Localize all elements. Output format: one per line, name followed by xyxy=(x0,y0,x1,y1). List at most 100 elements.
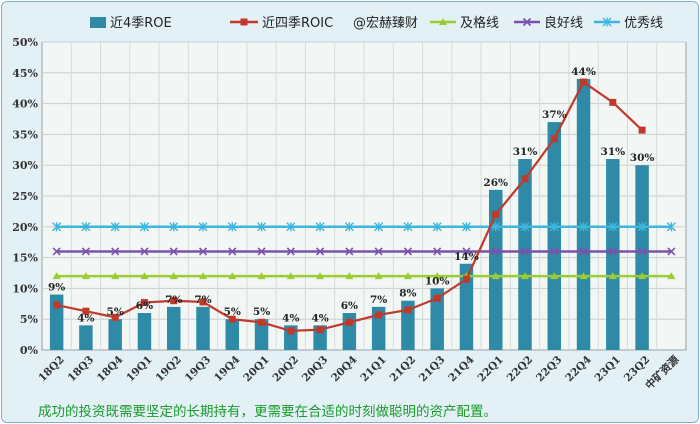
y-tick-label: 0% xyxy=(20,344,39,357)
x-tick-label: 22Q3 xyxy=(534,354,564,384)
roe-bar xyxy=(459,263,474,350)
roe-bar xyxy=(225,319,240,350)
roe-data-label: 31% xyxy=(601,146,626,158)
reference-marker xyxy=(433,247,442,256)
roe-data-label: 4% xyxy=(311,312,328,324)
x-tick-label: 20Q1 xyxy=(241,354,271,384)
roic-marker xyxy=(345,318,353,326)
roe-data-label: 9% xyxy=(48,282,65,294)
reference-marker xyxy=(169,272,178,280)
reference-marker xyxy=(403,222,413,232)
roe-bar xyxy=(547,122,562,350)
reference-marker xyxy=(81,247,90,256)
x-tick-label: 18Q4 xyxy=(95,354,125,384)
legend-watermark: @宏赫臻财 xyxy=(353,16,418,31)
x-tick-label: 21Q3 xyxy=(417,354,447,384)
reference-marker xyxy=(491,247,500,256)
y-tick-label: 35% xyxy=(12,128,38,141)
y-tick-label: 40% xyxy=(12,98,38,111)
roic-marker xyxy=(140,299,148,307)
reference-marker xyxy=(52,222,62,232)
legend-roe-label: 近4季ROE xyxy=(110,16,172,31)
roe-bar xyxy=(430,288,444,350)
reference-marker xyxy=(169,222,179,232)
x-tick-label: 20Q2 xyxy=(271,354,301,384)
roe-data-label: 6% xyxy=(136,300,153,312)
roic-marker xyxy=(316,326,324,334)
reference-marker xyxy=(374,247,383,256)
reference-marker xyxy=(667,272,676,280)
x-tick-label: 22Q1 xyxy=(475,354,505,384)
roe-data-label: 5% xyxy=(224,306,241,318)
reference-marker xyxy=(549,222,559,232)
reference-marker xyxy=(257,222,267,232)
x-tick-label: 18Q2 xyxy=(36,354,66,384)
reference-marker xyxy=(637,222,647,232)
roe-roic-chart: 近4季ROE 近四季ROIC @宏赫臻财 及格线 良好线 优秀线 0% 5% 10% 15% 20… xyxy=(12,15,687,392)
reference-marker xyxy=(667,247,676,256)
roic-marker xyxy=(462,275,470,283)
x-tick-label: 21Q1 xyxy=(358,354,388,384)
footer-note: 成功的投资既需要坚定的长期持有，更需要在合适的时刻做聪明的资产配置。 xyxy=(38,404,497,420)
reference-marker xyxy=(345,247,354,256)
x-tick-label: 23Q1 xyxy=(593,354,623,384)
reference-marker xyxy=(52,247,61,256)
reference-marker xyxy=(491,272,500,280)
reference-marker xyxy=(198,247,208,256)
reference-marker xyxy=(228,272,237,280)
roic-marker xyxy=(287,327,295,335)
reference-marker xyxy=(374,272,383,280)
reference-marker xyxy=(81,272,90,280)
x-tick-label: 19Q3 xyxy=(183,354,213,384)
roic-marker xyxy=(492,210,500,218)
reference-marker xyxy=(111,247,120,256)
x-tick-label: 22Q4 xyxy=(563,354,593,384)
reference-marker xyxy=(315,222,325,232)
x-tick-label: 21Q2 xyxy=(388,354,418,384)
roic-marker xyxy=(170,297,178,305)
roe-data-label: 30% xyxy=(630,152,655,164)
roe-data-label: 7% xyxy=(165,294,182,306)
roe-bar xyxy=(576,78,591,351)
roic-marker xyxy=(199,298,207,306)
roe-data-label: 10% xyxy=(425,275,450,287)
plot-area: 0% 5% 10% 15% 20% 25% 30% 35% 40% 45% 50% 9% 4% 5% 6% 7… xyxy=(12,36,687,392)
reference-marker xyxy=(550,272,559,280)
reference-marker xyxy=(608,247,617,256)
roic-marker xyxy=(82,307,90,315)
roe-bar xyxy=(196,306,210,350)
reference-marker xyxy=(579,222,589,232)
legend-pass-label: 及格线 xyxy=(460,15,499,31)
reference-marker xyxy=(666,222,676,232)
reference-marker xyxy=(432,222,442,232)
roic-marker xyxy=(375,311,383,319)
roe-data-label: 14% xyxy=(454,251,479,263)
legend-good-label: 良好线 xyxy=(544,15,583,31)
reference-marker xyxy=(140,272,149,280)
roe-data-label: 31% xyxy=(513,146,538,158)
x-tick-label: 21Q4 xyxy=(446,354,476,384)
roic-marker xyxy=(53,301,61,309)
reference-marker xyxy=(52,272,61,280)
roe-data-label: 7% xyxy=(194,294,211,306)
roe-data-label: 4% xyxy=(282,312,299,324)
roe-data-label: 4% xyxy=(77,312,94,324)
reference-marker xyxy=(433,272,442,280)
x-tick-label: 19Q1 xyxy=(124,354,154,384)
legend-excellent-label: 优秀线 xyxy=(624,16,663,31)
reference-marker xyxy=(461,222,471,232)
reference-marker xyxy=(579,272,588,280)
reference-marker xyxy=(521,272,529,280)
roe-bar xyxy=(254,319,269,350)
roe-data-label: 5% xyxy=(253,306,270,318)
reference-marker xyxy=(228,247,237,256)
legend-good-marker xyxy=(522,17,532,27)
roic-marker xyxy=(404,306,412,314)
roe-data-label: 6% xyxy=(341,300,358,312)
roic-marker xyxy=(258,318,266,326)
legend-pass-marker xyxy=(439,18,447,25)
reference-marker xyxy=(286,247,295,256)
x-tick-label: 20Q4 xyxy=(329,354,359,384)
reference-marker xyxy=(491,222,501,232)
